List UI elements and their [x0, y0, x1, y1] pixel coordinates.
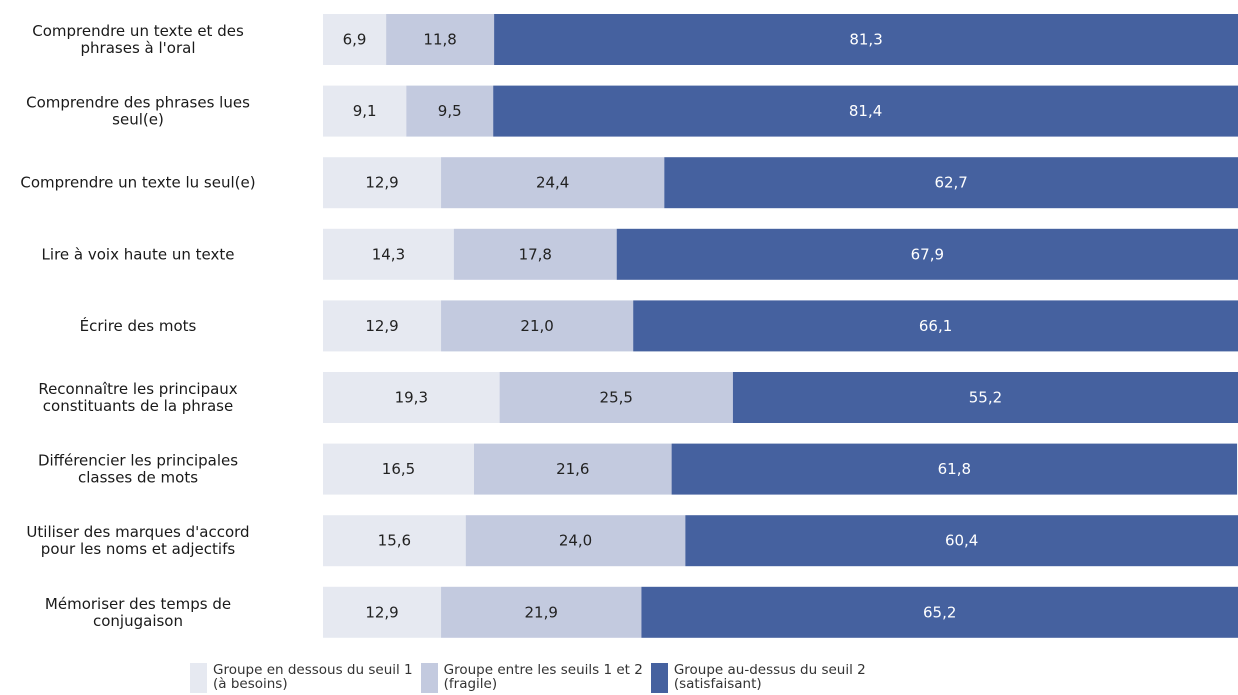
category-label: Différencier les principales classes de m…: [38, 452, 238, 487]
category-label: Écrire des mots: [80, 316, 197, 335]
legend-swatch-above-threshold-2: [650, 663, 668, 693]
data-label-between-thresholds: 21,6: [556, 460, 589, 478]
data-label-between-thresholds: 24,4: [536, 174, 569, 192]
bar-segment-above-threshold-2: [616, 228, 1238, 280]
data-label-above-threshold-2: 66,1: [919, 317, 952, 335]
data-label-below-threshold-1: 12,9: [365, 317, 398, 335]
data-label-below-threshold-1: 16,5: [382, 460, 415, 478]
bar-segment-between-thresholds: [453, 228, 617, 280]
category-label: Reconnaître les principaux constituants d…: [38, 380, 237, 415]
bar-segment-above-threshold-2: [685, 515, 1238, 567]
category-label: Comprendre un texte et des phrases à l'or…: [32, 22, 244, 57]
bar-segment-between-thresholds: [473, 443, 672, 495]
bar-segment-above-threshold-2: [494, 14, 1238, 65]
category-label: Mémoriser des temps de conjugaison: [45, 595, 231, 630]
stacked-bar-chart: Comprendre un texte et des phrases à l'or…: [20, 14, 1238, 638]
data-label-above-threshold-2: 60,4: [945, 532, 978, 550]
category-label: Comprendre des phrases lues seul(e): [26, 94, 250, 129]
bar-segment-above-threshold-2: [493, 85, 1238, 137]
legend-label-between-thresholds: Groupe entre les seuils 1 et 2 (fragile): [443, 662, 643, 692]
data-label-below-threshold-1: 12,9: [365, 174, 398, 192]
data-label-below-threshold-1: 19,3: [395, 389, 428, 407]
data-label-between-thresholds: 24,0: [559, 532, 592, 550]
bar-segment-above-threshold-2: [641, 586, 1238, 638]
legend-label-below-threshold-1: Groupe en dessous du seuil 1 (à besoins): [213, 662, 413, 692]
legend-label-above-threshold-2: Groupe au-dessus du seuil 2 (satisfaisan…: [673, 662, 866, 692]
data-label-between-thresholds: 21,0: [520, 317, 553, 335]
bar-segment-between-thresholds: [465, 515, 686, 567]
bar-segment-between-thresholds: [406, 85, 494, 137]
data-label-below-threshold-1: 14,3: [372, 245, 405, 263]
data-label-between-thresholds: 25,5: [600, 389, 633, 407]
bar-segment-below-threshold-1: [323, 443, 474, 495]
data-label-above-threshold-2: 81,3: [849, 31, 882, 49]
data-label-above-threshold-2: 81,4: [849, 102, 882, 120]
data-label-between-thresholds: 9,5: [438, 102, 462, 120]
bar-segment-below-threshold-1: [323, 515, 466, 567]
legend-item-between-thresholds: Groupe entre les seuils 1 et 2 (fragile): [420, 662, 643, 693]
bar-segment-between-thresholds: [386, 14, 495, 65]
category-label: Utiliser des marques d'accord pour les no…: [26, 523, 249, 558]
bar-segment-below-threshold-1: [323, 300, 442, 352]
legend: Groupe en dessous du seuil 1 (à besoins)…: [190, 663, 866, 693]
bar-segment-between-thresholds: [441, 157, 665, 209]
bar-segment-above-threshold-2: [732, 372, 1238, 423]
legend-swatch-below-threshold-1: [190, 663, 207, 693]
data-label-below-threshold-1: 15,6: [378, 532, 411, 550]
bar-segment-below-threshold-1: [323, 228, 454, 280]
legend-swatch-between-thresholds: [420, 663, 438, 693]
data-label-between-thresholds: 17,8: [519, 245, 552, 263]
data-label-above-threshold-2: 55,2: [969, 389, 1002, 407]
data-label-above-threshold-2: 67,9: [911, 245, 944, 263]
data-label-below-threshold-1: 6,9: [343, 31, 367, 49]
bar-segment-below-threshold-1: [323, 586, 442, 638]
bar-segment-below-threshold-1: [323, 14, 387, 65]
data-label-between-thresholds: 21,9: [525, 603, 558, 621]
bar-segment-above-threshold-2: [671, 443, 1238, 495]
data-label-below-threshold-1: 9,1: [353, 102, 377, 120]
bar-segment-below-threshold-1: [323, 157, 442, 209]
data-label-above-threshold-2: 62,7: [934, 174, 967, 192]
bar-segment-between-thresholds: [441, 586, 642, 638]
bar-segment-above-threshold-2: [664, 157, 1238, 209]
data-label-between-thresholds: 11,8: [423, 31, 456, 49]
bar-segment-between-thresholds: [441, 300, 634, 352]
data-label-above-threshold-2: 61,8: [938, 460, 971, 478]
bar-segment-above-threshold-2: [633, 300, 1238, 352]
bar-segment-below-threshold-1: [323, 372, 500, 423]
data-label-below-threshold-1: 12,9: [365, 603, 398, 621]
bar-segment-below-threshold-1: [323, 85, 407, 137]
category-label: Lire à voix haute un texte: [42, 245, 235, 263]
data-label-above-threshold-2: 65,2: [923, 603, 956, 621]
category-label: Comprendre un texte lu seul(e): [20, 174, 255, 192]
legend-item-above-threshold-2: Groupe au-dessus du seuil 2 (satisfaisan…: [650, 662, 866, 693]
bar-segment-between-thresholds: [499, 372, 733, 423]
legend-item-below-threshold-1: Groupe en dessous du seuil 1 (à besoins): [190, 663, 413, 693]
